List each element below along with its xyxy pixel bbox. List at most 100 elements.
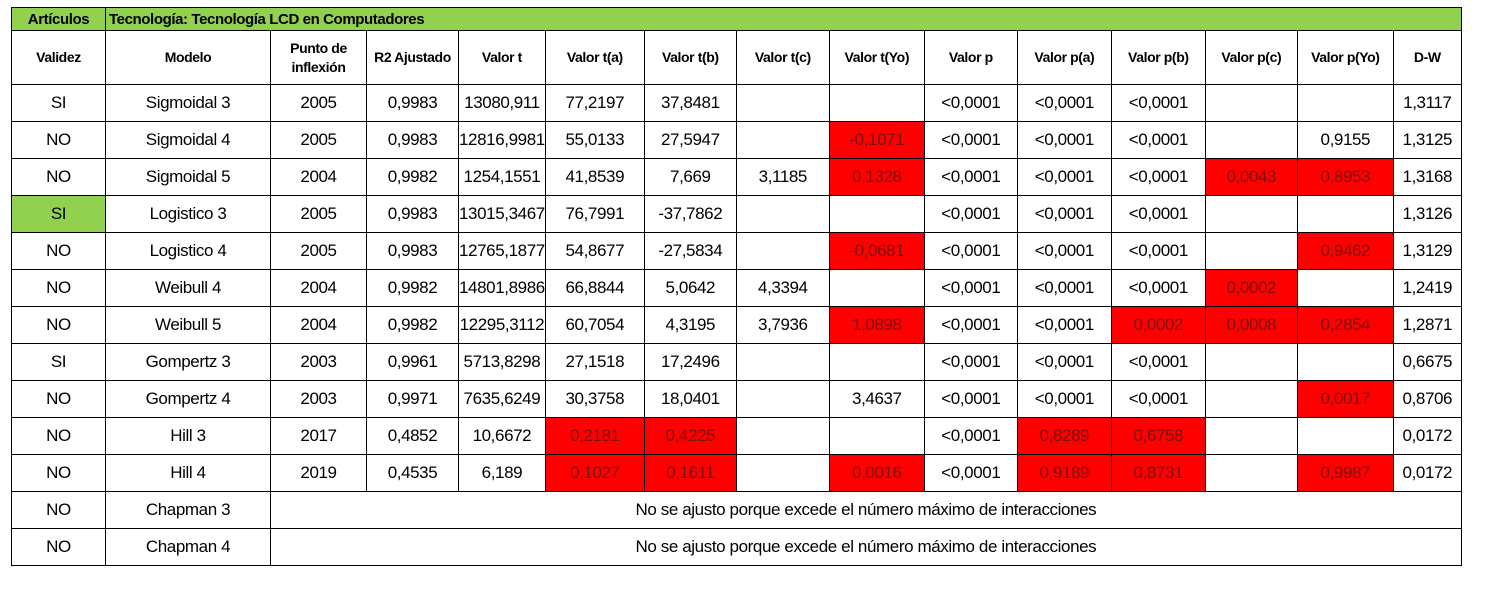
cell-valor-t-c bbox=[735, 417, 830, 455]
cell-valor-t: 13015,3467 bbox=[458, 195, 546, 233]
cell-punto-inflexion: 2004 bbox=[270, 269, 367, 307]
cell-punto-inflexion: 2005 bbox=[270, 121, 367, 159]
cell-valor-p-c: 0,0002 bbox=[1204, 269, 1298, 307]
cell-valor-p-a: <0,0001 bbox=[1016, 121, 1112, 159]
cell-valor-p-a: <0,0001 bbox=[1016, 343, 1112, 381]
title-row: Artículos Tecnología: Tecnología LCD en … bbox=[11, 7, 1462, 31]
cell-valor-p-b: <0,0001 bbox=[1110, 269, 1206, 307]
cell-valor-p: <0,0001 bbox=[923, 417, 1018, 455]
cell-modelo: Logistico 4 bbox=[105, 232, 271, 270]
header-modelo: Modelo bbox=[105, 30, 271, 85]
cell-valor-t-c: 3,1185 bbox=[735, 158, 830, 196]
cell-r2-ajustado: 0,9961 bbox=[366, 343, 459, 381]
cell-validez: SI bbox=[11, 343, 106, 381]
cell-punto-inflexion: 2005 bbox=[270, 195, 367, 233]
cell-valor-t-c bbox=[735, 84, 830, 122]
cell-modelo: Sigmoidal 5 bbox=[105, 158, 271, 196]
cell-valor-t: 6,189 bbox=[458, 454, 546, 492]
cell-valor-p-b: <0,0001 bbox=[1110, 232, 1206, 270]
header-valor-t-yo: Valor t(Yo) bbox=[828, 30, 925, 85]
header-validez: Validez bbox=[11, 30, 106, 85]
header-valor-t: Valor t bbox=[458, 30, 546, 85]
cell-d-w: 0,0172 bbox=[1392, 454, 1462, 492]
cell-punto-inflexion: 2004 bbox=[270, 306, 367, 344]
cell-d-w: 1,3117 bbox=[1392, 84, 1462, 122]
cell-valor-p-b: <0,0001 bbox=[1110, 195, 1206, 233]
header-valor-p: Valor p bbox=[923, 30, 1018, 85]
cell-valor-t-a: 30,3758 bbox=[544, 380, 645, 418]
cell-valor-t-c bbox=[735, 232, 830, 270]
cell-r2-ajustado: 0,9982 bbox=[366, 306, 459, 344]
cell-valor-p-a: <0,0001 bbox=[1016, 84, 1112, 122]
cell-modelo: Chapman 4 bbox=[105, 528, 271, 566]
cell-modelo: Logistico 3 bbox=[105, 195, 271, 233]
cell-valor-t-a: 27,1518 bbox=[544, 343, 645, 381]
cell-valor-t-yo: 1,0898 bbox=[828, 306, 925, 344]
table-row: NO Hill 4 2019 0,4535 6,189 0,1027 0,1611 0,001… bbox=[11, 454, 1462, 492]
cell-validez: SI bbox=[11, 84, 106, 122]
cell-valor-p-c bbox=[1204, 121, 1298, 159]
table-row: NO Logistico 4 2005 0,9983 12765,1877 54,8677… bbox=[11, 232, 1462, 270]
cell-valor-p-c: 0,0043 bbox=[1204, 158, 1298, 196]
cell-r2-ajustado: 0,9982 bbox=[366, 158, 459, 196]
table-row: NO Chapman 3 No se ajusto porque excede el… bbox=[11, 491, 1462, 529]
cell-valor-p-yo bbox=[1296, 195, 1394, 233]
cell-valor-t-a: 41,8539 bbox=[544, 158, 645, 196]
table-row: NO Weibull 4 2004 0,9982 14801,8986 66,8844 5,… bbox=[11, 269, 1462, 307]
cell-valor-p: <0,0001 bbox=[923, 195, 1018, 233]
cell-valor-t-c bbox=[735, 380, 830, 418]
cell-valor-p-yo: 0,0017 bbox=[1296, 380, 1394, 418]
cell-valor-p: <0,0001 bbox=[923, 84, 1018, 122]
table-row: NO Weibull 5 2004 0,9982 12295,3112 60,7054 4,… bbox=[11, 306, 1462, 344]
cell-modelo: Chapman 3 bbox=[105, 491, 271, 529]
cell-valor-t-c: 4,3394 bbox=[735, 269, 830, 307]
cell-d-w: 0,0172 bbox=[1392, 417, 1462, 455]
table-row: NO Chapman 4 No se ajusto porque excede el… bbox=[11, 528, 1462, 566]
cell-valor-t-yo bbox=[828, 417, 925, 455]
header-punto-inflexion: Punto de inflexión bbox=[270, 30, 367, 85]
cell-valor-t-yo: 0,1328 bbox=[828, 158, 925, 196]
cell-valor-p-c bbox=[1204, 380, 1298, 418]
cell-punto-inflexion: 2004 bbox=[270, 158, 367, 196]
cell-valor-t-yo bbox=[828, 269, 925, 307]
cell-valor-p-yo: 0,9987 bbox=[1296, 454, 1394, 492]
cell-validez: SI bbox=[11, 195, 106, 233]
cell-valor-p-a: 0,8289 bbox=[1016, 417, 1112, 455]
header-r2-ajustado: R2 Ajustado bbox=[366, 30, 459, 85]
table-row: SI Gompertz 3 2003 0,9961 5713,8298 27,1518 17… bbox=[11, 343, 1462, 381]
cell-punto-inflexion: 2003 bbox=[270, 343, 367, 381]
cell-valor-t-b: 0,4225 bbox=[643, 417, 737, 455]
cell-valor-t: 1254,1551 bbox=[458, 158, 546, 196]
cell-d-w: 0,6675 bbox=[1392, 343, 1462, 381]
cell-d-w: 1,2419 bbox=[1392, 269, 1462, 307]
header-row: Validez Modelo Punto de inflexión R2 Ajusta… bbox=[11, 30, 1462, 85]
cell-validez: NO bbox=[11, 491, 106, 529]
cell-punto-inflexion: 2003 bbox=[270, 380, 367, 418]
cell-r2-ajustado: 0,9983 bbox=[366, 232, 459, 270]
cell-valor-p-yo: 0,9155 bbox=[1296, 121, 1394, 159]
cell-valor-t: 12765,1877 bbox=[458, 232, 546, 270]
cell-valor-t-b: -37,7862 bbox=[643, 195, 737, 233]
cell-valor-t-a: 0,1027 bbox=[544, 454, 645, 492]
cell-valor-p: <0,0001 bbox=[923, 306, 1018, 344]
cell-validez: NO bbox=[11, 417, 106, 455]
cell-valor-p: <0,0001 bbox=[923, 269, 1018, 307]
cell-valor-t-c bbox=[735, 121, 830, 159]
cell-modelo: Gompertz 4 bbox=[105, 380, 271, 418]
cell-d-w: 1,3125 bbox=[1392, 121, 1462, 159]
header-valor-t-a: Valor t(a) bbox=[544, 30, 645, 85]
cell-valor-t-yo bbox=[828, 343, 925, 381]
cell-valor-p-yo bbox=[1296, 417, 1394, 455]
cell-valor-t-c bbox=[735, 343, 830, 381]
cell-valor-p: <0,0001 bbox=[923, 343, 1018, 381]
cell-validez: NO bbox=[11, 121, 106, 159]
cell-valor-t-yo: 0,0016 bbox=[828, 454, 925, 492]
cell-valor-t-a: 55,0133 bbox=[544, 121, 645, 159]
table-row: NO Sigmoidal 5 2004 0,9982 1254,1551 41,8539 7… bbox=[11, 158, 1462, 196]
cell-validez: NO bbox=[11, 454, 106, 492]
cell-valor-p-c bbox=[1204, 195, 1298, 233]
cell-r2-ajustado: 0,9983 bbox=[366, 195, 459, 233]
cell-valor-t-b: 17,2496 bbox=[643, 343, 737, 381]
cell-valor-t-b: 7,669 bbox=[643, 158, 737, 196]
cell-valor-t: 13080,911 bbox=[458, 84, 546, 122]
